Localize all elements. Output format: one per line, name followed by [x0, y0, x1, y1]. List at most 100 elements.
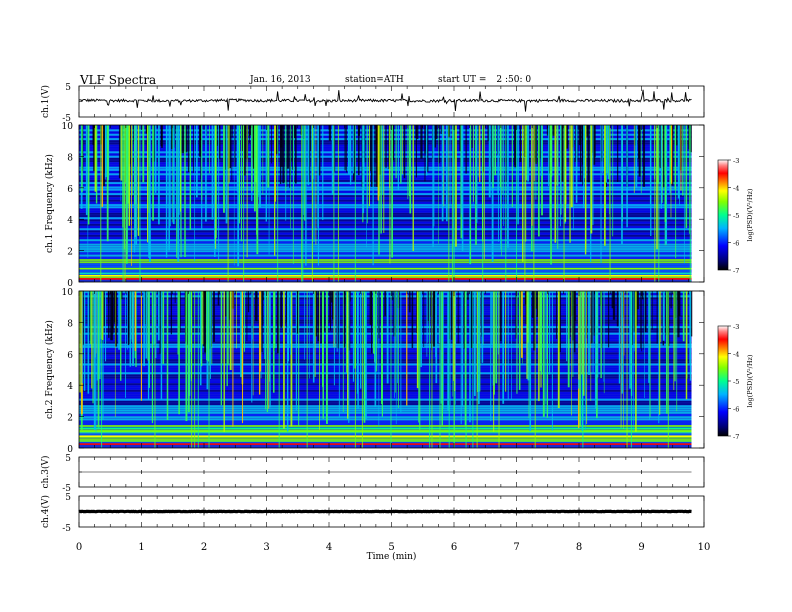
dark-streak [670, 291, 672, 309]
sferic-streak [476, 125, 478, 223]
sferic-streak [433, 125, 435, 227]
sferic-streak [352, 125, 354, 174]
dark-streak [224, 125, 226, 170]
dark-streak [659, 125, 662, 169]
y-axis-label: ch.2 Frequency (kHz) [44, 320, 55, 419]
sferic-streak [311, 125, 313, 191]
sferic-streak [443, 125, 445, 207]
sferic-streak [226, 291, 228, 387]
dark-streak [317, 291, 319, 342]
sferic-streak [140, 291, 143, 401]
spectrogram-band [79, 403, 692, 405]
spectrogram-band [79, 210, 692, 213]
spectrogram-band [79, 146, 692, 149]
sferic-streak [129, 291, 132, 367]
sferic-streak [528, 291, 530, 419]
dark-streak [249, 125, 252, 136]
spectrogram-band [79, 140, 692, 143]
full-sferic [505, 125, 507, 282]
dark-streak [370, 125, 373, 187]
sferic-streak [664, 125, 667, 223]
sferic-streak [680, 125, 682, 191]
spectrogram-band [79, 135, 692, 138]
dark-streak [587, 125, 590, 183]
station-label: station=ATH [345, 75, 404, 85]
sferic-streak [246, 125, 248, 258]
sferic-streak [177, 125, 180, 262]
sferic-streak [452, 291, 454, 397]
dark-streak [570, 291, 572, 337]
dark-streak [677, 291, 680, 338]
dark-streak [193, 125, 194, 173]
dark-streak [440, 125, 443, 135]
y-axis-label: ch.1 Frequency (kHz) [44, 154, 55, 253]
dark-streak [343, 291, 346, 348]
spectrogram-band [79, 133, 692, 136]
y-tick-label: 4 [67, 382, 73, 392]
dark-streak [467, 291, 469, 300]
dark-streak [336, 291, 339, 349]
sferic-streak [292, 125, 294, 264]
colorbar-tick-label: -4 [733, 185, 739, 193]
sferic-streak [265, 291, 267, 410]
dark-streak [384, 291, 387, 316]
sferic-streak [366, 125, 367, 248]
full-sferic [524, 125, 526, 282]
sferic-streak [201, 291, 203, 367]
spectrogram-band [79, 341, 692, 344]
sferic-streak [215, 125, 217, 249]
sferic-streak [623, 291, 625, 356]
spectrogram-band [79, 206, 692, 209]
full-sferic [208, 291, 210, 448]
sferic-streak [259, 291, 262, 372]
sferic-streak [676, 291, 678, 412]
x-axis: 0 1 2 3 4 5 6 7 8 9 10 Time (min) [76, 542, 711, 562]
spectrogram-band [79, 381, 692, 383]
spectrogram-band [79, 378, 692, 381]
sferic-streak [180, 125, 182, 258]
sferic-streak [482, 291, 484, 345]
dark-streak [145, 125, 148, 134]
sferic-streak [135, 291, 137, 367]
sferic-streak [209, 125, 210, 174]
dark-streak [231, 125, 233, 181]
dark-streak [561, 125, 564, 182]
dark-streak [519, 125, 522, 162]
sferic-streak [251, 125, 253, 192]
dark-streak [271, 125, 272, 164]
sferic-streak [338, 291, 340, 417]
sferic-streak [215, 125, 217, 239]
colorbar-tick-label: -4 [733, 351, 739, 359]
sferic-streak [475, 125, 477, 246]
sferic-streak [473, 291, 476, 396]
sferic-streak [545, 291, 547, 405]
sferic-streak [538, 291, 540, 402]
dark-streak [644, 291, 647, 333]
sferic-streak [79, 291, 81, 393]
spectrogram-band [79, 348, 692, 351]
spectrogram-band [79, 212, 692, 215]
dark-streak [601, 125, 603, 162]
sferic-streak [265, 125, 267, 222]
dark-streak [344, 125, 346, 171]
spectrogram-band [79, 195, 692, 198]
spectrogram-band [79, 383, 692, 386]
dark-streak [608, 291, 610, 348]
dark-streak [208, 291, 212, 349]
low-frequency-line [79, 427, 692, 430]
dark-streak [170, 291, 172, 335]
sferic-streak [382, 125, 384, 195]
spectrogram-band [79, 157, 692, 160]
sferic-streak [106, 125, 109, 242]
sferic-streak [372, 125, 374, 266]
sferic-streak [362, 125, 365, 214]
sferic-streak [207, 291, 209, 362]
sferic-streak [540, 125, 543, 176]
full-sferic [194, 291, 196, 448]
spectrogram-band [79, 223, 692, 226]
sferic-streak [674, 125, 676, 190]
sferic-streak [633, 291, 635, 352]
full-sferic [354, 125, 356, 282]
sferic-streak [223, 291, 225, 432]
sferic-streak [268, 291, 270, 409]
